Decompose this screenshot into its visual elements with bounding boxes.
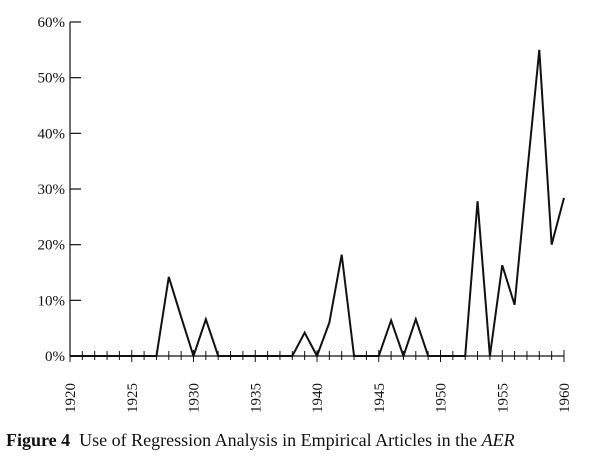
y-tick-label: 10% — [38, 293, 66, 309]
caption-text: Use of Regression Analysis in Empirical … — [79, 430, 478, 450]
x-axis: 1920 1925 1930 1935 1940 1945 1950 1955 1960 — [63, 350, 573, 413]
x-tick-label: 1960 — [557, 383, 573, 413]
x-tick-label: 1955 — [495, 383, 511, 413]
figure-caption: Figure 4 Use of Regression Analysis in E… — [6, 430, 606, 451]
y-tick-label: 60% — [38, 15, 66, 31]
line-chart: 0% 10% 20% 30% 40% 50% 60% 1920 1925 1930 1935 194… — [38, 15, 574, 413]
y-tick-label: 20% — [38, 238, 66, 254]
y-tick-label: 40% — [38, 126, 66, 142]
x-tick-label: 1945 — [372, 383, 388, 413]
y-tick-label: 0% — [45, 349, 65, 365]
x-tick-label: 1930 — [187, 383, 203, 413]
series-group — [70, 49, 565, 360]
x-tick-label: 1925 — [125, 383, 141, 413]
y-tick-label: 30% — [38, 182, 66, 198]
series-line — [70, 49, 565, 360]
x-tick-label: 1950 — [434, 383, 450, 413]
x-tick-label: 1940 — [310, 383, 326, 413]
x-tick-label: 1920 — [63, 383, 79, 413]
figure-label: Figure 4 — [6, 430, 71, 450]
x-tick-label: 1935 — [248, 383, 264, 413]
y-tick-label: 50% — [38, 71, 66, 87]
y-axis: 0% 10% 20% 30% 40% 50% 60% — [38, 15, 81, 365]
caption-italic: AER — [481, 430, 515, 450]
